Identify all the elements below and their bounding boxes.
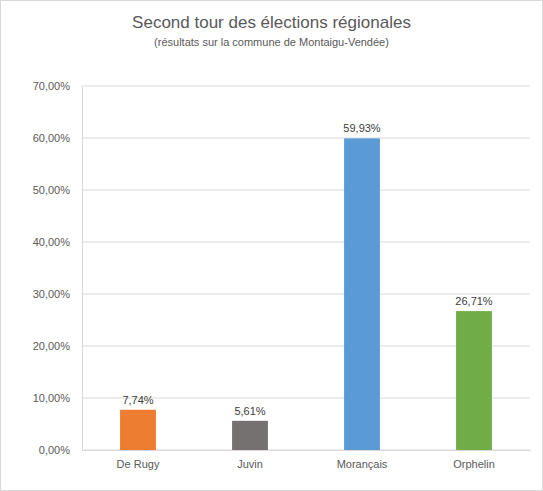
x-axis: De Rugy Juvin Morançais Orphelin <box>83 450 531 470</box>
y-tick-label: 70,00% <box>33 80 71 92</box>
x-tick-label: Orphelin <box>453 458 495 470</box>
grid-line <box>82 242 530 243</box>
y-tick: 60,00% <box>33 132 82 144</box>
data-label: 26,71% <box>455 295 493 307</box>
x-tick-label: De Rugy <box>117 458 160 470</box>
y-tick: 50,00% <box>33 184 82 196</box>
x-tick-label: Morançais <box>337 458 388 470</box>
y-tick-label: 0,00% <box>39 444 70 456</box>
chart: Second tour des élections régionales (rés… <box>0 0 543 491</box>
y-tick: 10,00% <box>33 392 82 404</box>
y-tick-label: 40,00% <box>33 236 71 248</box>
y-tick-label: 60,00% <box>33 132 71 144</box>
y-axis: 0,00% 10,00% 20,00% 30,00% 40,00% 50,00% 60,00… <box>33 80 83 456</box>
x-tick: Juvin <box>237 450 263 470</box>
y-tick: 70,00% <box>33 80 82 92</box>
y-tick: 30,00% <box>33 288 82 300</box>
bar <box>456 311 492 450</box>
bars <box>120 138 492 450</box>
grid-line <box>82 138 530 139</box>
y-tick-label: 50,00% <box>33 184 71 196</box>
y-tick-label: 30,00% <box>33 288 71 300</box>
data-labels: 7,74% 5,61% 59,93% 26,71% <box>122 122 492 416</box>
title: Second tour des élections régionales <box>132 13 411 32</box>
grid <box>82 86 530 450</box>
bar <box>344 138 380 450</box>
x-axis-line <box>83 450 531 451</box>
y-tick: 40,00% <box>33 236 82 248</box>
y-tick-label: 10,00% <box>33 392 71 404</box>
bar <box>232 421 268 450</box>
chart-border <box>1 1 543 491</box>
grid-line <box>82 86 530 87</box>
y-tick-label: 20,00% <box>33 340 71 352</box>
bar <box>120 410 156 450</box>
x-tick: Orphelin <box>453 450 495 470</box>
x-tick-label: Juvin <box>237 458 263 470</box>
data-label: 5,61% <box>234 405 265 417</box>
plot: 0,00% 10,00% 20,00% 30,00% 40,00% 50,00% 60,00… <box>33 80 531 470</box>
subtitle: (résultats sur la commune de Montaigu-Ve… <box>154 36 389 48</box>
grid-line <box>82 190 530 191</box>
y-axis-line <box>82 87 83 451</box>
x-tick: Morançais <box>337 450 388 470</box>
y-tick: 20,00% <box>33 340 82 352</box>
x-tick: De Rugy <box>117 450 160 470</box>
data-label: 7,74% <box>122 394 153 406</box>
data-label: 59,93% <box>343 122 381 134</box>
y-tick: 0,00% <box>39 444 82 456</box>
